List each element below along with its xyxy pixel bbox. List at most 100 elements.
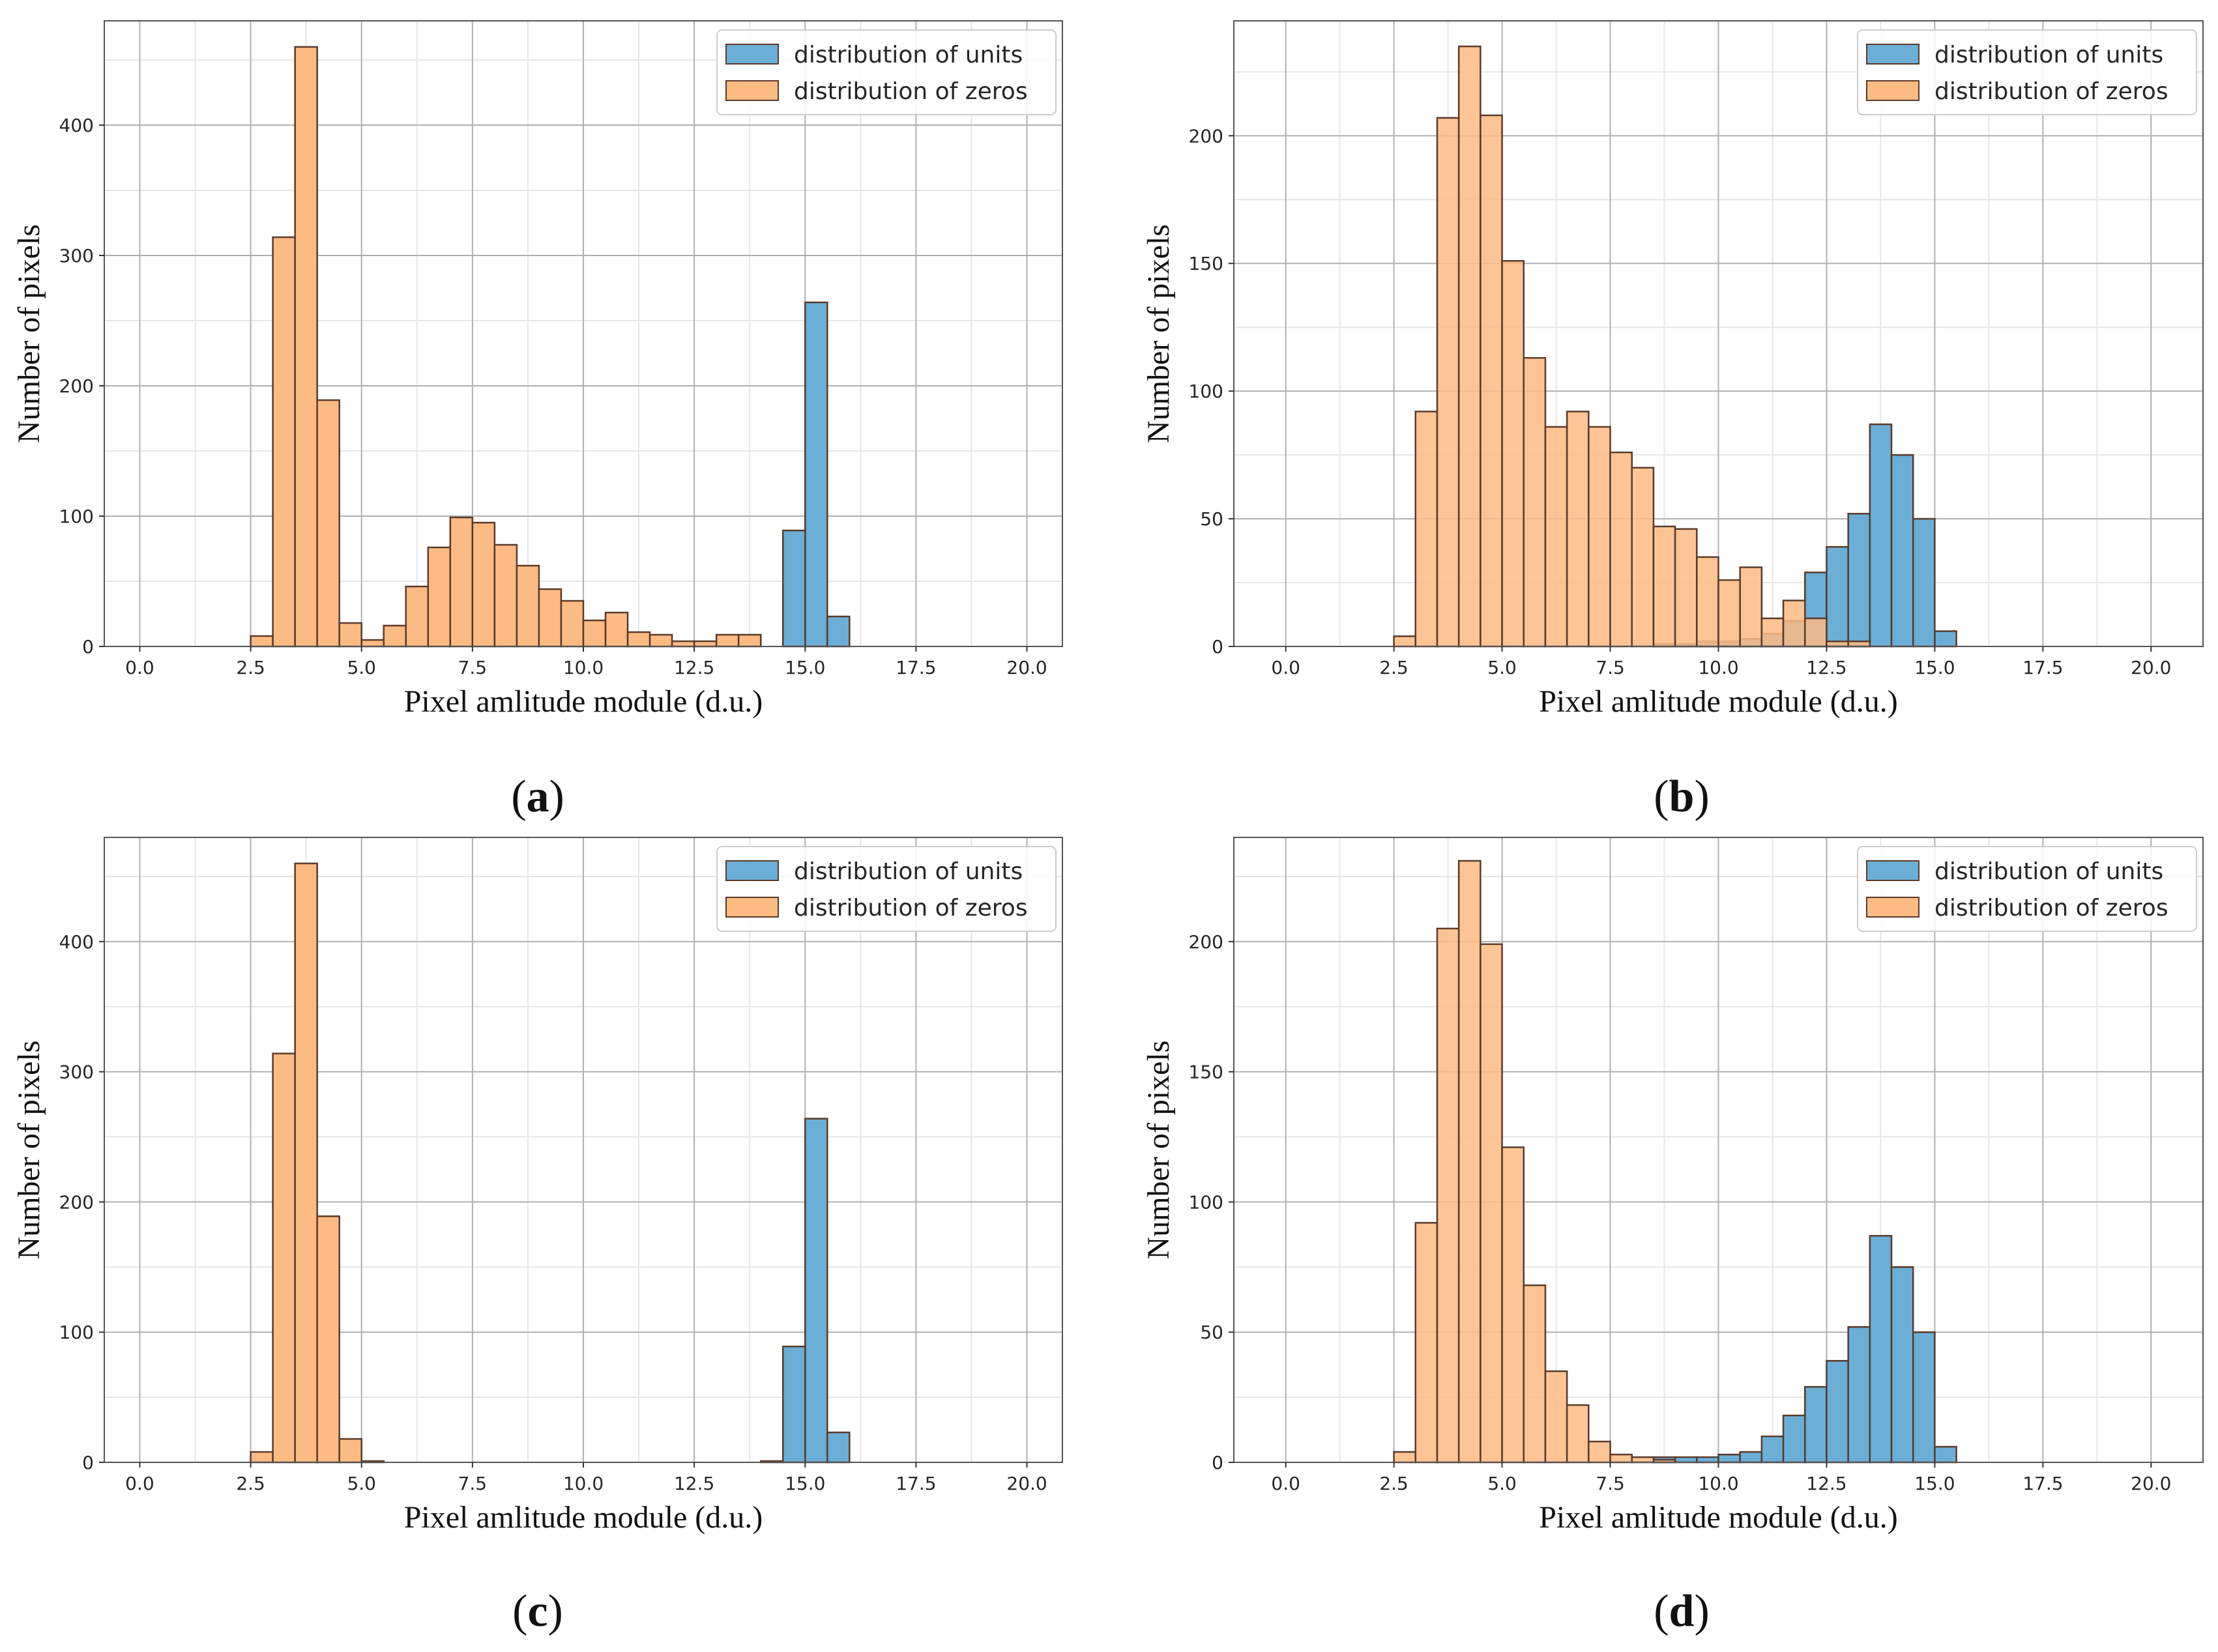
- bar-units: [1804, 1385, 1828, 1464]
- x-tick-label: 2.5: [1379, 657, 1408, 678]
- bar-zeros: [1414, 1222, 1438, 1464]
- legend-label: distribution of zeros: [794, 895, 1028, 921]
- x-tick-label: 15.0: [785, 1473, 825, 1494]
- bar-units: [1717, 1453, 1741, 1464]
- legend-label: distribution of zeros: [1934, 78, 2168, 105]
- legend-swatch-units: [1866, 44, 1919, 65]
- x-tick-label: 10.0: [1698, 657, 1738, 678]
- bar-zeros: [272, 236, 296, 648]
- x-tick-label: 10.0: [563, 1473, 604, 1494]
- bar-units: [1826, 545, 1849, 648]
- bar-zeros: [1414, 411, 1438, 648]
- panel-label-d: (d): [1654, 1586, 1710, 1636]
- x-tick-label: 10.0: [563, 657, 604, 678]
- x-tick-label: 0.0: [1271, 657, 1300, 678]
- bar-zeros: [1609, 451, 1633, 648]
- bar-units: [1782, 1414, 1806, 1464]
- bar-zeros: [338, 622, 362, 648]
- bar-zeros: [1826, 640, 1849, 648]
- bar-zeros: [1566, 1404, 1590, 1464]
- bar-zeros: [471, 521, 496, 648]
- legend-swatch-units: [725, 44, 779, 65]
- bar-zeros: [1566, 411, 1590, 648]
- y-tick-label: 50: [1200, 508, 1223, 530]
- x-tick-label: 0.0: [125, 1473, 154, 1494]
- bar-units: [1847, 1326, 1871, 1464]
- bar-zeros: [250, 635, 274, 648]
- y-tick-label: 200: [59, 1191, 94, 1213]
- bar-zeros: [1544, 426, 1568, 648]
- bar-zeros: [560, 600, 585, 648]
- legend-swatch-units: [1866, 860, 1919, 881]
- bar-zeros: [649, 633, 673, 648]
- bar-zeros: [1804, 617, 1828, 648]
- bar-units: [1826, 1359, 1849, 1464]
- bar-zeros: [1480, 943, 1503, 1464]
- y-tick-label: 100: [1189, 1191, 1223, 1213]
- x-tick-label: 15.0: [1914, 657, 1955, 678]
- legend-box: [716, 846, 1057, 932]
- bar-units: [1674, 1456, 1698, 1464]
- x-tick-label: 2.5: [236, 657, 265, 678]
- x-tick-label: 5.0: [347, 657, 376, 678]
- y-axis-label: Number of pixels: [12, 224, 46, 443]
- x-tick-label: 5.0: [347, 1473, 376, 1494]
- y-tick-label: 200: [1189, 931, 1223, 953]
- bar-zeros: [316, 399, 340, 648]
- x-tick-label: 15.0: [785, 657, 825, 678]
- bar-zeros: [250, 1451, 274, 1464]
- legend-swatch-units: [725, 860, 779, 881]
- chart-panel-d: 0.0 2.5 5.0 7.5 10.0 12.5 15.0 17.5 20.0 0 50 100 15…: [1141, 837, 2204, 1535]
- x-tick-label: 7.5: [458, 657, 488, 678]
- bar-units: [1912, 517, 1936, 648]
- legend-box: [1857, 846, 2197, 932]
- bar-zeros: [1760, 617, 1785, 648]
- x-tick-label: 17.5: [2022, 657, 2063, 678]
- bar-units: [1934, 630, 1957, 648]
- legend-swatch-zeros: [1866, 80, 1919, 101]
- x-tick-label: 12.5: [1806, 657, 1846, 678]
- bar-zeros: [1480, 114, 1503, 648]
- y-tick-label: 100: [59, 1322, 94, 1343]
- y-tick-label: 100: [59, 506, 94, 527]
- legend-box: [1857, 29, 2197, 115]
- bar-zeros: [1523, 356, 1547, 648]
- bar-units: [1912, 1331, 1936, 1464]
- y-tick-label: 150: [1189, 253, 1223, 274]
- bar-zeros: [626, 631, 651, 648]
- bar-units: [804, 301, 828, 648]
- x-tick-label: 20.0: [2131, 1473, 2171, 1494]
- y-tick-label: 400: [59, 115, 94, 136]
- x-tick-label: 20.0: [1006, 657, 1047, 678]
- bar-units: [782, 1345, 806, 1464]
- bar-units: [1739, 1451, 1763, 1464]
- y-tick-label: 300: [59, 1062, 94, 1083]
- bar-zeros: [1501, 1146, 1525, 1464]
- bar-zeros: [1501, 260, 1525, 648]
- bar-zeros: [671, 640, 695, 648]
- bar-zeros: [360, 639, 385, 648]
- bar-zeros: [1674, 528, 1698, 648]
- bar-zeros: [405, 585, 430, 648]
- bar-zeros: [1696, 556, 1719, 648]
- bar-zeros: [1717, 579, 1741, 648]
- bar-zeros: [1782, 600, 1806, 648]
- x-tick-label: 17.5: [896, 657, 936, 678]
- panel-label-a: (a): [511, 772, 564, 822]
- y-axis-label: Number of pixels: [12, 1041, 46, 1260]
- bar-zeros: [1588, 426, 1611, 648]
- legend-swatch-zeros: [725, 897, 779, 918]
- y-tick-label: 0: [1212, 1452, 1223, 1473]
- x-tick-label: 7.5: [1596, 1473, 1625, 1494]
- legend: distribution of units distribution of zer…: [1857, 846, 2197, 932]
- bar-units: [1890, 1266, 1914, 1464]
- bar-zeros: [1436, 117, 1460, 648]
- bar-zeros: [1631, 467, 1655, 648]
- y-tick-label: 0: [82, 1452, 94, 1473]
- bar-units: [1869, 423, 1893, 648]
- bar-zeros: [1393, 1451, 1417, 1464]
- bar-zeros: [1457, 45, 1481, 648]
- y-axis-label: Number of pixels: [1141, 224, 1176, 443]
- bar-zeros: [427, 546, 452, 648]
